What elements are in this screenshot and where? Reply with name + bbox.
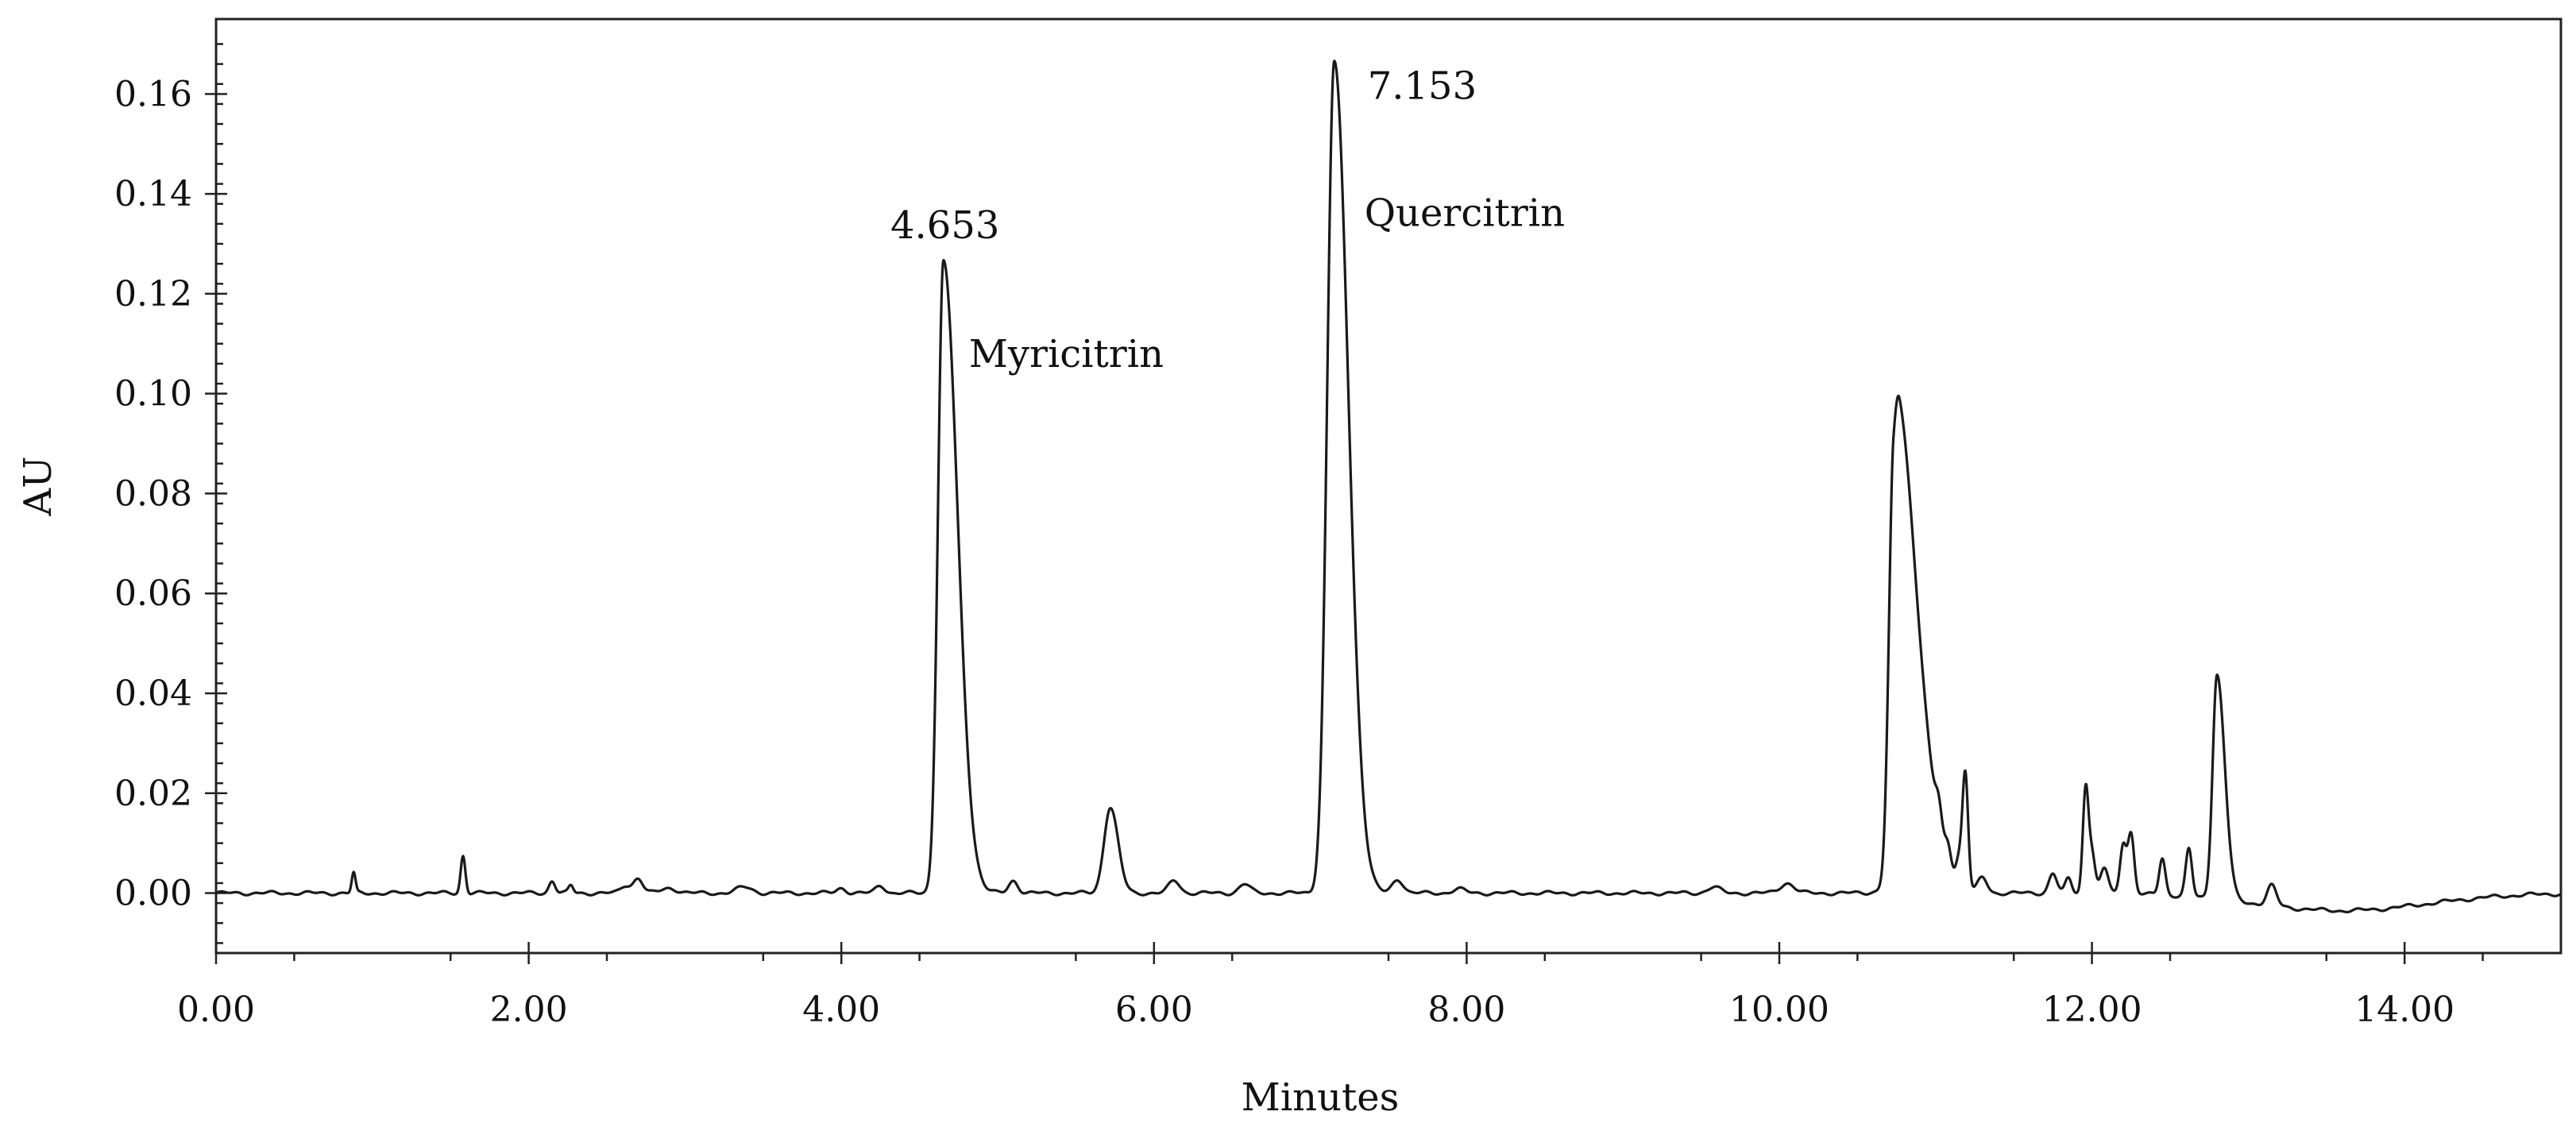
x-tick-label: 2.00 [490,990,568,1030]
x-axis-title: Minutes [1242,1075,1400,1120]
x-tick-label: 6.00 [1115,990,1193,1030]
y-tick-label: 0.02 [114,774,192,814]
x-tick-label: 8.00 [1427,990,1505,1030]
x-tick-label: 0.00 [177,990,255,1030]
peak-compound-label: Myricitrin [969,332,1164,376]
peak-retention-time-label: 4.653 [890,203,999,248]
y-tick-label: 0.14 [114,174,192,214]
y-tick-label: 0.10 [114,374,192,415]
peak-compound-label: Quercitrin [1365,191,1565,235]
peak-retention-time-label: 7.153 [1368,64,1477,108]
y-axis-title: AU [16,456,60,516]
x-tick-label: 14.00 [2354,990,2454,1030]
x-tick-label: 4.00 [802,990,880,1030]
y-tick-label: 0.08 [114,473,192,514]
y-tick-label: 0.06 [114,573,192,614]
y-tick-label: 0.16 [114,74,192,114]
x-axis: 0.00 2.00 4.00 6.00 8.00 10.00 12.00 14.00 [177,942,2484,1030]
plot-frame [214,17,2562,955]
y-tick-label: 0.12 [114,274,192,315]
y-tick-label: 0.00 [114,874,192,914]
chromatogram-trace [215,60,2562,914]
x-tick-label: 10.00 [1729,990,1829,1030]
peak-annotations: 4.653 Myricitrin 7.153 Quercitrin [890,64,1565,376]
y-tick-label: 0.04 [114,673,192,714]
x-tick-label: 12.00 [2042,990,2142,1030]
y-axis: 0.00 0.02 0.04 0.06 0.08 0.10 0.12 0.14 0.16 [114,43,227,944]
